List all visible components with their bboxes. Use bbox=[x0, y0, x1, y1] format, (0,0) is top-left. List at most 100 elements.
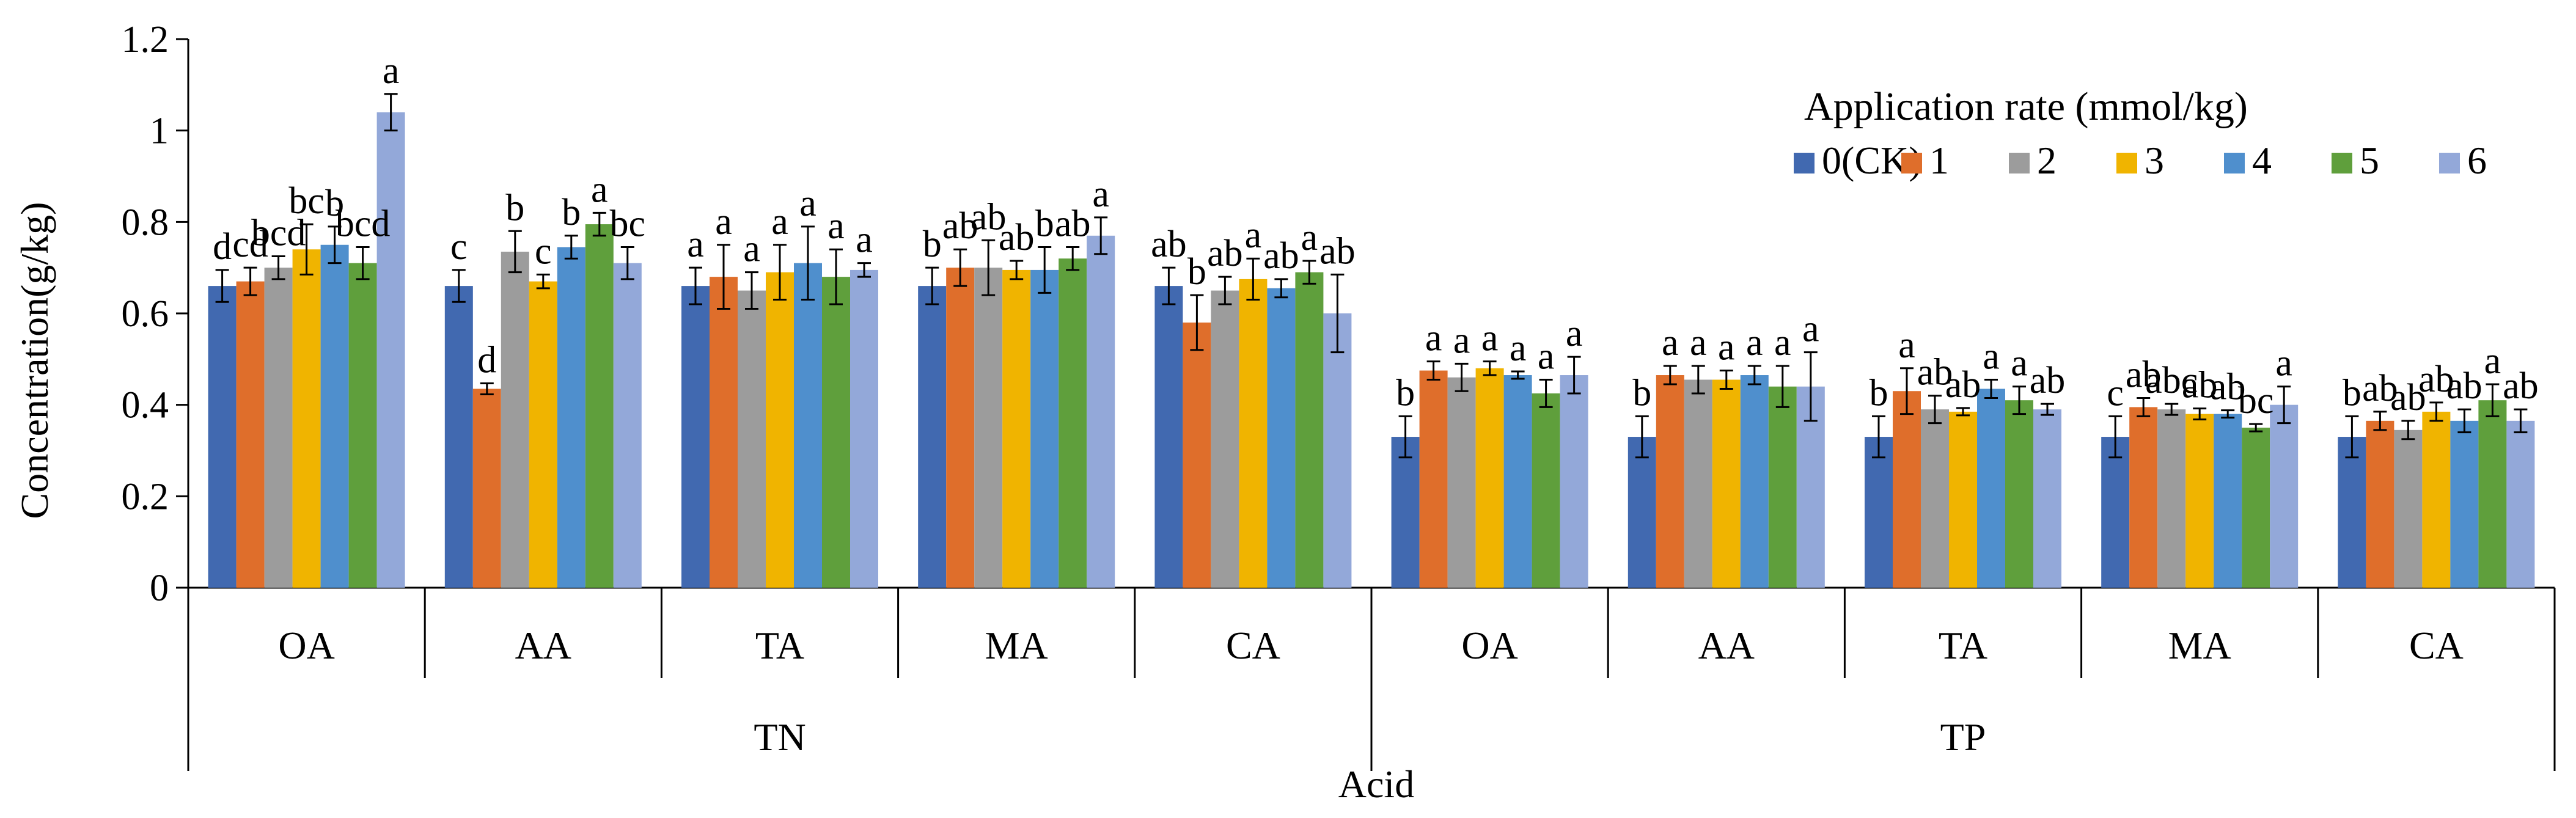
significance-letter: ab bbox=[1263, 235, 1299, 277]
bar bbox=[1323, 313, 1352, 588]
significance-letter: a bbox=[1092, 173, 1109, 215]
bar bbox=[710, 277, 738, 588]
significance-letter: a bbox=[1566, 313, 1583, 354]
legend-swatch bbox=[2332, 153, 2352, 173]
bar bbox=[2270, 404, 2299, 588]
significance-letter: ab bbox=[2182, 365, 2218, 406]
legend-entry-label: 6 bbox=[2467, 139, 2487, 182]
bar bbox=[2338, 437, 2366, 588]
legend-entry-label: 4 bbox=[2252, 139, 2272, 182]
bar bbox=[444, 286, 473, 588]
significance-letter: a bbox=[715, 201, 732, 243]
y-tick-label: 0 bbox=[150, 568, 169, 609]
legend-swatch bbox=[2224, 153, 2245, 173]
bar bbox=[292, 249, 321, 588]
legend-swatch bbox=[2439, 153, 2460, 173]
bar bbox=[2185, 414, 2214, 588]
significance-letter: a bbox=[1538, 336, 1555, 378]
bar bbox=[2506, 420, 2535, 588]
bar bbox=[1740, 375, 1769, 588]
significance-letter: a bbox=[1662, 322, 1679, 363]
bar bbox=[1921, 409, 1949, 588]
bar bbox=[264, 268, 293, 588]
bar bbox=[1684, 379, 1712, 588]
bar bbox=[529, 281, 557, 588]
bar bbox=[1391, 437, 1420, 588]
y-tick-label: 0.4 bbox=[122, 385, 169, 426]
y-tick-label: 1.2 bbox=[122, 19, 169, 60]
significance-letter: a bbox=[743, 228, 760, 270]
bar bbox=[1030, 269, 1059, 588]
bar bbox=[348, 263, 377, 588]
bar bbox=[1154, 286, 1183, 588]
significance-letter: a bbox=[771, 201, 788, 243]
category-label: CA bbox=[2409, 624, 2464, 667]
bar bbox=[236, 281, 265, 588]
significance-letter: ab bbox=[2126, 354, 2162, 395]
significance-letter: b bbox=[1396, 372, 1415, 414]
significance-letter: a bbox=[1983, 336, 2000, 378]
bar bbox=[2422, 411, 2451, 588]
bar bbox=[472, 389, 501, 588]
bar bbox=[1183, 322, 1211, 588]
significance-letter: c bbox=[450, 226, 468, 268]
significance-letter: ab bbox=[1207, 233, 1243, 274]
bar bbox=[2366, 420, 2394, 588]
significance-letter: bc bbox=[2238, 380, 2274, 422]
bar bbox=[1475, 368, 1504, 588]
significance-letter: a bbox=[1425, 318, 1442, 359]
significance-letter: ab bbox=[1151, 224, 1187, 265]
legend-swatch bbox=[1901, 153, 1922, 173]
significance-letter: a bbox=[1802, 309, 1819, 350]
bar bbox=[974, 268, 1003, 588]
significance-letter: ab bbox=[1917, 352, 1953, 393]
significance-letter: a bbox=[1718, 327, 1735, 368]
significance-letter: a bbox=[1301, 217, 1318, 258]
bar bbox=[1712, 379, 1741, 588]
x-axis-title: Acid bbox=[1338, 762, 1414, 806]
significance-letter: b bbox=[562, 192, 581, 233]
significance-letter: ab bbox=[2503, 365, 2539, 407]
bar bbox=[946, 268, 975, 588]
bar bbox=[320, 244, 349, 588]
significance-letter: abc bbox=[2145, 360, 2198, 401]
legend-entry-label: 5 bbox=[2360, 139, 2379, 182]
significance-letter: ab bbox=[971, 196, 1007, 238]
significance-letter: a bbox=[1245, 214, 1262, 256]
bar bbox=[766, 272, 794, 588]
bar bbox=[1211, 290, 1239, 588]
bar bbox=[557, 247, 585, 588]
significance-letter: ab bbox=[999, 217, 1035, 258]
y-tick-label: 0.2 bbox=[122, 476, 169, 517]
bar bbox=[1447, 377, 1476, 588]
bar bbox=[1267, 288, 1296, 588]
legend-entry-label: 1 bbox=[1929, 139, 1949, 182]
y-tick-label: 1 bbox=[150, 111, 169, 152]
bar bbox=[2450, 420, 2479, 588]
significance-letter: b bbox=[1187, 251, 1206, 293]
legend: Application rate (mmol/kg) 0(CK) 1 2 3 4 5 6 bbox=[1794, 84, 2487, 182]
bars-layer bbox=[208, 112, 2535, 588]
bar bbox=[1560, 375, 1588, 588]
bar bbox=[1893, 391, 1921, 588]
significance-letter: bcd bbox=[251, 212, 306, 254]
significance-letter: ab bbox=[2030, 360, 2066, 401]
significance-letter: b bbox=[325, 183, 344, 224]
category-axis-layer: OA AA TA MA CA OA AA TA MA CA TN TP bbox=[187, 588, 2556, 771]
supergroup-label: TP bbox=[1940, 715, 1986, 759]
bar bbox=[850, 269, 878, 588]
significance-letter: a bbox=[591, 169, 608, 210]
category-label: CA bbox=[1226, 624, 1280, 667]
bar bbox=[1865, 437, 1893, 588]
significance-letter: d bbox=[477, 339, 496, 381]
bar bbox=[681, 286, 710, 588]
legend-swatch bbox=[1794, 153, 1815, 173]
significance-letter: b bbox=[2343, 372, 2361, 414]
bar bbox=[501, 251, 529, 588]
significance-letter: bcd bbox=[336, 203, 391, 244]
category-label: OA bbox=[278, 624, 334, 667]
significance-letter: a bbox=[2484, 340, 2501, 382]
bar bbox=[208, 286, 237, 588]
bar bbox=[1949, 411, 1977, 588]
